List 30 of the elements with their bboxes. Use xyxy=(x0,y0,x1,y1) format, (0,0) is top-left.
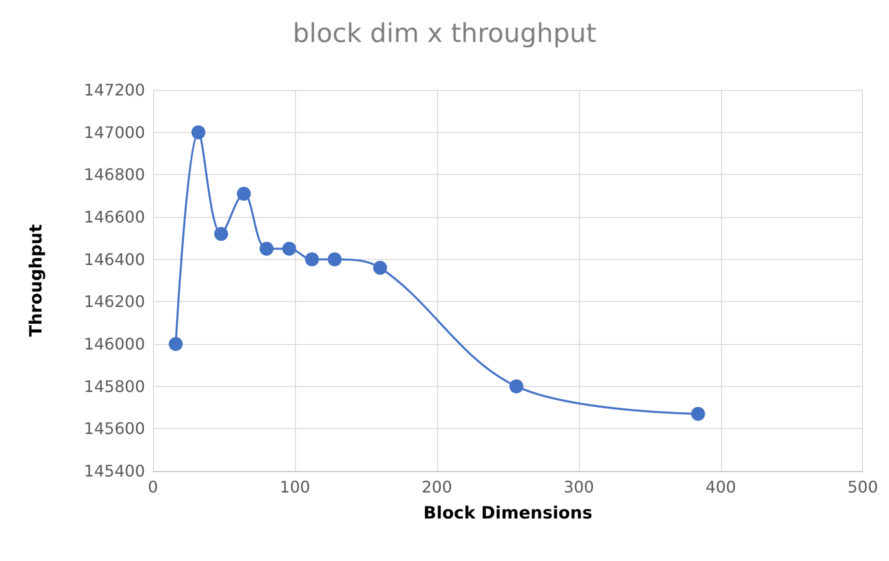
y-tick-label: 145600 xyxy=(84,419,145,438)
point xyxy=(191,125,206,140)
point xyxy=(328,252,342,266)
point xyxy=(168,337,183,351)
point xyxy=(691,406,706,421)
point xyxy=(509,379,524,394)
y-axis-title: Throughput xyxy=(26,224,46,337)
point xyxy=(260,242,274,256)
x-tick-label: 400 xyxy=(706,478,736,496)
x-tick-label: 100 xyxy=(280,478,310,496)
y-tick-label: 147000 xyxy=(84,122,145,142)
point xyxy=(282,242,296,256)
point xyxy=(373,260,388,275)
x-tick-label: 200 xyxy=(422,478,452,496)
y-tick-label: 146400 xyxy=(84,250,145,269)
y-tick-label: 145400 xyxy=(84,462,145,480)
x-tick-label: 500 xyxy=(847,478,878,496)
y-tick-label: 146000 xyxy=(84,334,145,354)
y-tick-label: 146200 xyxy=(84,292,145,312)
x-tick-label: 300 xyxy=(564,478,594,496)
point xyxy=(236,186,251,201)
y-tick-label: 145800 xyxy=(84,376,145,396)
point xyxy=(304,252,319,266)
y-tick-label: 146600 xyxy=(84,208,145,226)
y-tick-label: 147200 xyxy=(84,80,145,100)
point xyxy=(214,226,228,241)
x-tick-label: 0 xyxy=(148,478,158,496)
x-axis-title: Block Dimensions xyxy=(423,504,592,524)
chart-title: block dim x throughput xyxy=(292,19,596,49)
y-tick-label: 146800 xyxy=(84,165,145,184)
